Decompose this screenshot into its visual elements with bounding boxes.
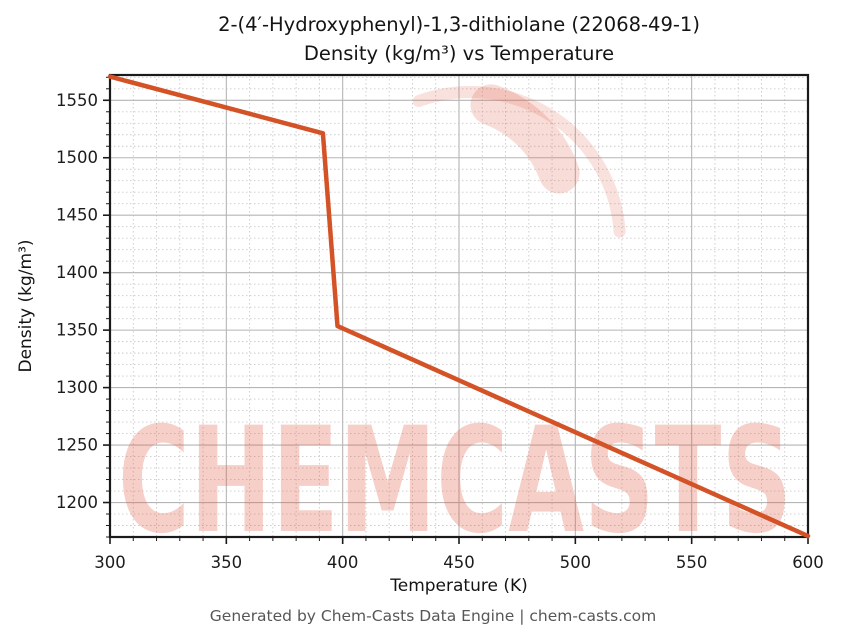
x-tick-label: 300 <box>94 553 126 572</box>
chart-title-line2: Density (kg/m³) vs Temperature <box>303 41 615 65</box>
chart-title: 2-(4′-Hydroxyphenyl)-1,3-dithiolane (220… <box>218 11 700 68</box>
density-line <box>107 74 811 539</box>
x-tick-label: 550 <box>676 553 708 572</box>
x-tick-label: 500 <box>560 553 592 572</box>
y-tick-label: 1350 <box>56 321 98 340</box>
chart-title-line1: 2-(4′-Hydroxyphenyl)-1,3-dithiolane (220… <box>218 13 700 36</box>
x-tick-label: 600 <box>792 553 824 572</box>
y-tick-label: 1500 <box>56 148 98 167</box>
y-tick-label: 1400 <box>56 263 98 282</box>
watermark-ring-icon <box>470 84 580 194</box>
y-tick-label: 1200 <box>56 493 98 512</box>
footer-credit: Generated by Chem-Casts Data Engine | ch… <box>209 607 657 625</box>
y-tick-label: 1300 <box>56 378 98 397</box>
y-axis-label: Density (kg/m³) <box>16 239 36 373</box>
y-tick-label: 1450 <box>56 206 98 225</box>
x-tick-label: 400 <box>327 553 359 572</box>
x-axis-label: Temperature (K) <box>390 576 528 596</box>
watermark-ring-flick-icon <box>412 86 626 238</box>
x-tick-label: 350 <box>211 553 243 572</box>
y-tick-label: 1250 <box>56 436 98 455</box>
y-tick-label: 1550 <box>56 91 98 110</box>
x-tick-label: 450 <box>443 553 475 572</box>
